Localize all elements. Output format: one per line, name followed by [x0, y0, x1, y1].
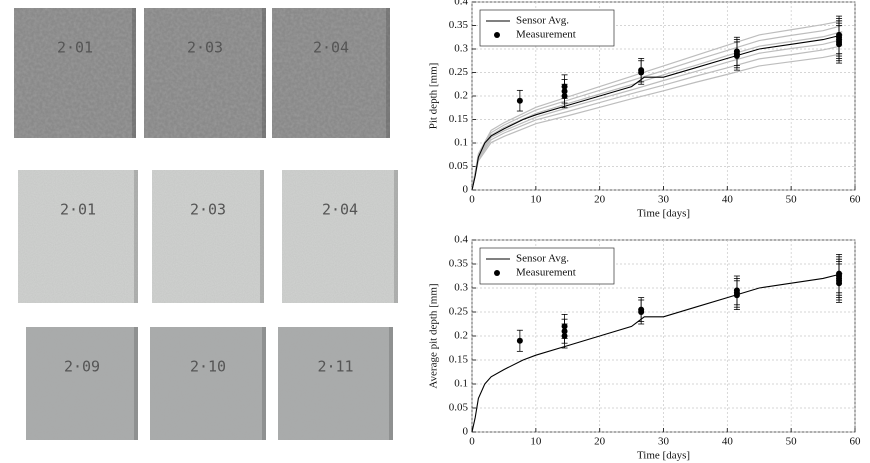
- specimen-edge: [262, 327, 266, 440]
- specimen-label: 2·04: [322, 201, 358, 219]
- specimen-texture: [18, 170, 138, 303]
- specimen-photos: 2·01 2·03 2·04 2·01 2·03 2·04 2·09 2·10 2·11: [14, 8, 398, 440]
- y-axis-label: Average pit depth [mm]: [428, 283, 440, 388]
- x-tick-label: 50: [786, 436, 798, 448]
- line: [471, 34, 843, 191]
- x-tick-label: 60: [850, 436, 862, 448]
- x-tick-label: 10: [530, 194, 542, 206]
- specimen-label: 2·04: [313, 39, 349, 57]
- specimen-label: 2·10: [190, 358, 226, 376]
- y-tick-label: 0.4: [454, 234, 468, 246]
- specimen-texture: [282, 170, 398, 303]
- legend-label: Measurement: [516, 267, 576, 279]
- specimen-edge: [134, 327, 138, 440]
- line: [471, 39, 843, 191]
- x-tick-label: 20: [594, 194, 606, 206]
- y-tick-label: 0.1: [454, 137, 468, 149]
- x-tick-label: 0: [469, 436, 475, 448]
- x-tick-label: 60: [850, 194, 862, 206]
- specimen-edge: [260, 170, 264, 303]
- specimen-label: 2·09: [64, 358, 100, 376]
- point: [516, 97, 523, 104]
- specimen-edge: [132, 8, 136, 138]
- legend-symbol: [494, 32, 500, 38]
- x-axis-label: Time [days]: [637, 450, 690, 462]
- point: [836, 41, 843, 48]
- x-tick-label: 50: [786, 194, 798, 206]
- line: [471, 31, 843, 191]
- x-tick-label: 30: [658, 194, 670, 206]
- legend-label: Sensor Avg.: [516, 15, 569, 27]
- y-tick-label: 0.4: [454, 0, 468, 8]
- y-tick-label: 0.3: [454, 43, 468, 55]
- chart: 0 0.05 0.1 0.15 0.2 0.25 0.3 0.35 0.4 0 10 20 30 40 50…: [428, 234, 861, 462]
- line: [471, 273, 843, 433]
- line: [471, 24, 843, 191]
- y-tick-label: 0.2: [454, 330, 468, 342]
- y-tick-label: 0.3: [454, 282, 468, 294]
- y-tick-label: 0: [463, 184, 469, 196]
- specimen-texture: [14, 8, 136, 138]
- specimen-label: 2·01: [60, 201, 96, 219]
- line: [471, 20, 843, 191]
- specimen-edge: [386, 8, 390, 138]
- specimen-label: 2·03: [190, 201, 226, 219]
- point: [561, 93, 568, 99]
- plot-content: [471, 253, 843, 433]
- point: [733, 287, 740, 294]
- specimen-texture: [272, 8, 390, 138]
- y-tick-label: 0.05: [449, 402, 469, 414]
- line: [471, 53, 843, 191]
- specimen-edge: [389, 327, 393, 440]
- line: [471, 45, 843, 191]
- specimen-texture: [150, 327, 266, 440]
- specimen-texture: [152, 170, 264, 303]
- legend-label: Measurement: [516, 29, 576, 41]
- chart: 0 0.05 0.1 0.15 0.2 0.25 0.3 0.35 0.4 0 10 20 30 40 50…: [428, 0, 861, 220]
- y-tick-label: 0.15: [449, 354, 469, 366]
- specimen-edge: [262, 8, 266, 138]
- legend-box: [479, 9, 615, 47]
- x-tick-label: 40: [722, 436, 734, 448]
- x-axis-label: Time [days]: [637, 208, 690, 220]
- legend-symbol: [494, 270, 500, 276]
- y-tick-label: 0.35: [449, 19, 469, 31]
- x-tick-label: 10: [530, 436, 542, 448]
- specimen-edge: [394, 170, 398, 303]
- specimen-edge: [134, 170, 138, 303]
- point: [561, 333, 568, 339]
- point: [638, 309, 645, 315]
- specimen-texture: [26, 327, 138, 440]
- y-tick-label: 0.2: [454, 90, 468, 102]
- charts: 0 0.05 0.1 0.15 0.2 0.25 0.3 0.35 0.4 0 10 20 30 40 50…: [428, 0, 861, 462]
- legend-box: [479, 247, 615, 285]
- point: [836, 280, 843, 287]
- y-tick-label: 0.15: [449, 113, 469, 125]
- specimen-label: 2·01: [57, 39, 93, 57]
- y-axis-label: Pit depth [mm]: [428, 63, 440, 130]
- specimen-texture: [278, 327, 393, 440]
- x-tick-label: 30: [658, 436, 670, 448]
- y-tick-label: 0.1: [454, 378, 468, 390]
- legend-label: Sensor Avg.: [516, 253, 569, 265]
- y-tick-label: 0: [463, 426, 469, 438]
- y-tick-label: 0.35: [449, 258, 469, 270]
- y-tick-label: 0.05: [449, 160, 469, 172]
- specimen-label: 2·11: [317, 358, 353, 376]
- point: [638, 69, 645, 76]
- x-tick-label: 0: [469, 194, 475, 206]
- specimen-texture: [144, 8, 266, 138]
- y-tick-label: 0.25: [449, 66, 469, 78]
- specimen-label: 2·03: [187, 39, 223, 57]
- point: [733, 48, 740, 55]
- plot-content: [471, 15, 843, 191]
- x-tick-label: 20: [594, 436, 606, 448]
- point: [516, 337, 523, 344]
- x-tick-label: 40: [722, 194, 734, 206]
- y-tick-label: 0.25: [449, 306, 469, 318]
